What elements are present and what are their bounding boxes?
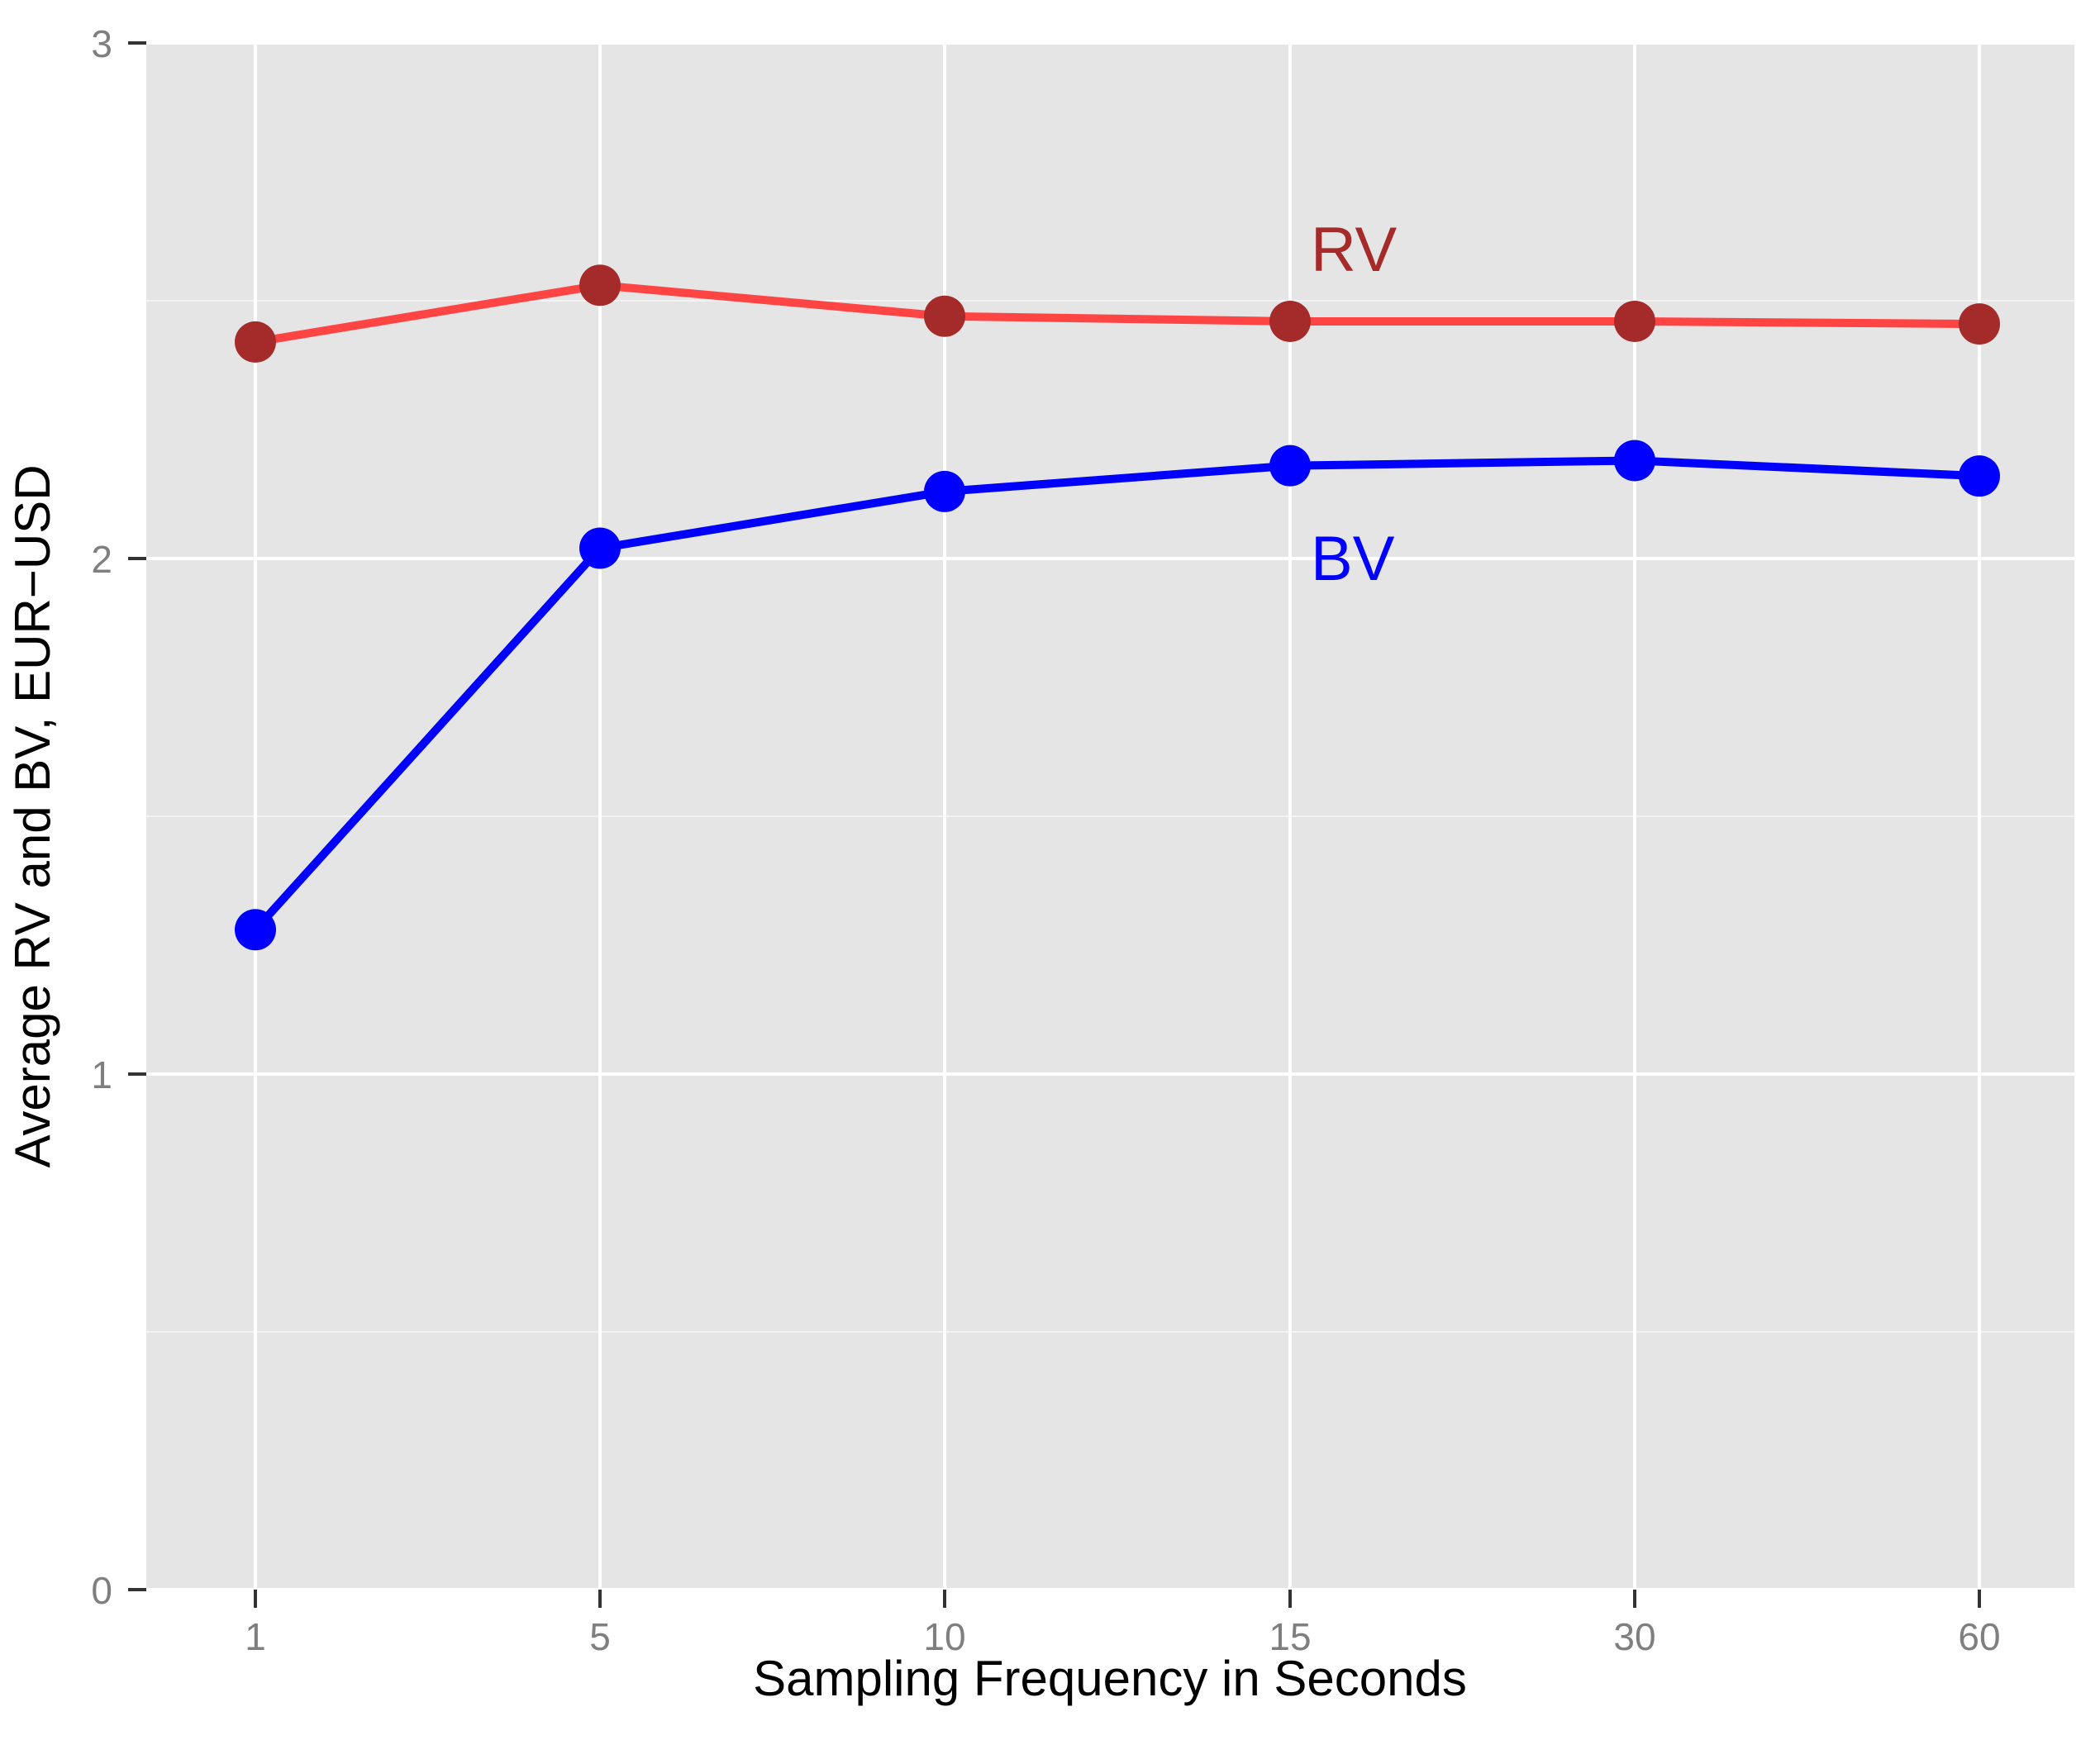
bv-series-line (251, 456, 1983, 934)
x-tick-label: 10 (923, 1615, 965, 1658)
rv-series-label: RV (1311, 215, 1398, 285)
y-tick-label: 2 (91, 538, 112, 581)
y-tick-label: 3 (91, 22, 112, 65)
rv-data-point (579, 264, 621, 307)
y-axis-title: Average RV and BV, EUR−USD (5, 464, 60, 1167)
bv-data-point (1269, 445, 1311, 487)
x-axis-title: Sampling Frequency in Seconds (753, 1651, 1467, 1706)
x-tick-label: 1 (245, 1615, 266, 1658)
series: RV BV (235, 215, 2000, 951)
rv-series-line (251, 281, 1983, 346)
x-tick-label: 60 (1958, 1615, 2000, 1658)
bv-data-point (924, 470, 965, 512)
rv-data-point (1614, 300, 1655, 342)
bv-data-point (1614, 440, 1655, 482)
bv-data-point (579, 527, 621, 569)
rv-data-point (1269, 300, 1311, 342)
bv-data-point (1959, 455, 2000, 497)
x-tick-label: 5 (589, 1615, 611, 1658)
bv-series-label: BV (1311, 524, 1395, 594)
y-tick-label: 0 (91, 1569, 112, 1612)
rv-data-point (235, 321, 276, 363)
bv-data-point (235, 909, 276, 951)
x-tick-label: 30 (1613, 1615, 1655, 1658)
x-tick-label: 15 (1269, 1615, 1311, 1658)
rv-data-point (924, 295, 965, 337)
rv-data-point (1959, 303, 2000, 345)
y-tick-label: 1 (91, 1053, 112, 1096)
